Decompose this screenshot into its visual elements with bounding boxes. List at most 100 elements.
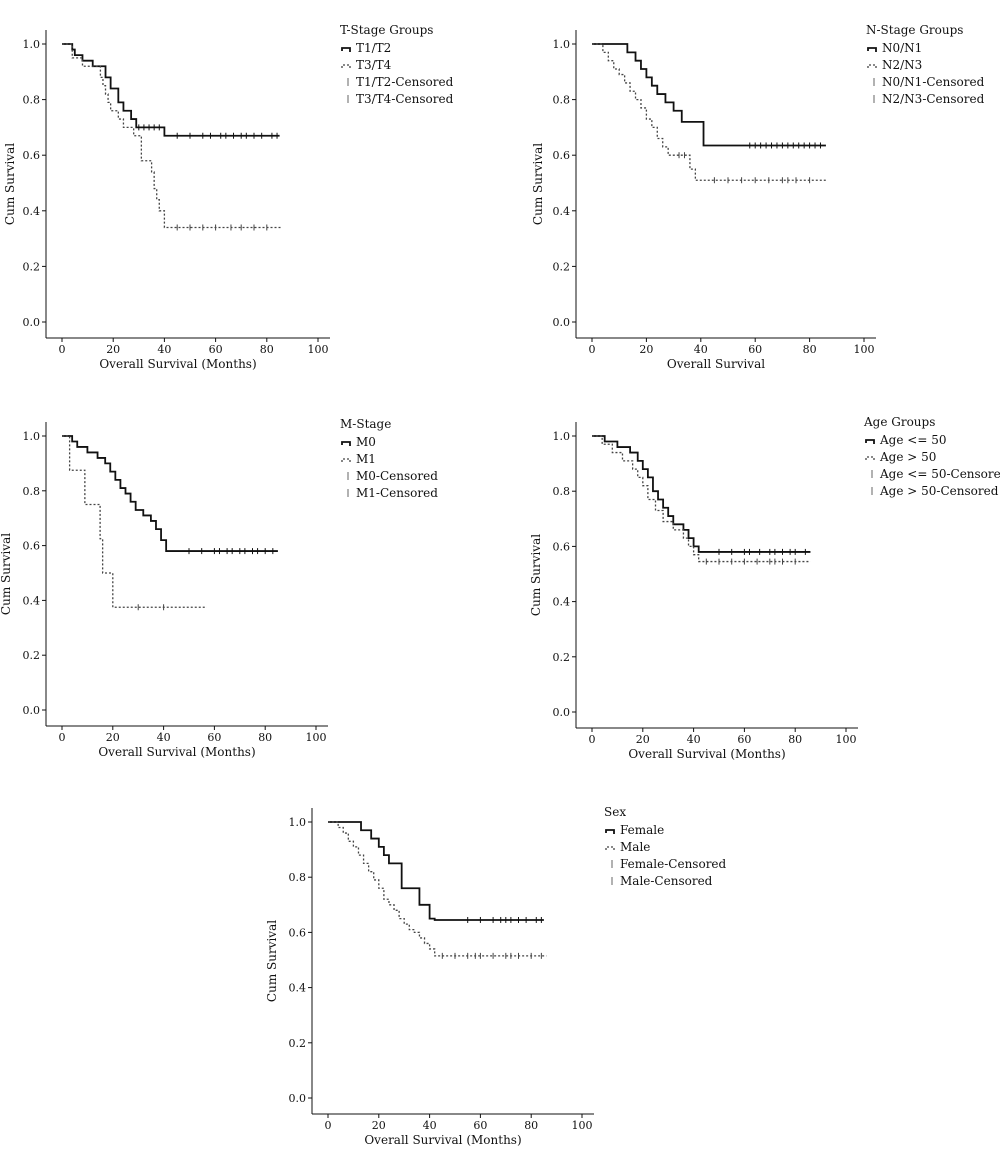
x-axis-label: Overall Survival (Months) <box>364 1133 521 1147</box>
y-tick-label: 0.8 <box>553 485 571 498</box>
survival-curve-2 <box>592 435 811 563</box>
legend-entry: Male <box>620 840 650 854</box>
y-axis-label: Cum Survival <box>529 534 543 616</box>
km-chart-1: 0.0 0.2 0.4 0.6 0.8 1.0 0 20 40 60 80 100 Overall Su… <box>3 23 454 371</box>
legend: Sex Female Male Female-Censored Male-Censore… <box>604 805 727 888</box>
legend-entry: T1/T2 <box>356 41 391 55</box>
y-tick-label: 0.2 <box>553 651 571 664</box>
y-tick-label: 0.6 <box>23 149 41 162</box>
legend-swatch <box>605 846 615 851</box>
legend-entry: Age > 50 <box>879 450 936 464</box>
x-tick-label: 40 <box>157 343 171 356</box>
y-tick-label: 0.4 <box>553 205 571 218</box>
x-tick-label: 40 <box>423 1119 437 1132</box>
x-tick-label: 60 <box>207 731 221 744</box>
legend-swatch <box>341 458 351 463</box>
y-tick-label: 0.4 <box>23 594 41 607</box>
y-tick-label: 0.0 <box>23 704 41 717</box>
legend: M-Stage M0 M1 M0-Censored M1-Censored <box>340 417 438 500</box>
legend-title: Age Groups <box>863 415 935 429</box>
legend-title: N-Stage Groups <box>866 23 963 37</box>
y-tick-label: 0.6 <box>23 540 41 553</box>
x-tick-label: 80 <box>260 343 274 356</box>
x-tick-label: 100 <box>306 731 327 744</box>
legend-entry: M0-Censored <box>356 469 438 483</box>
legend-entry: M1 <box>356 452 376 466</box>
legend-entry: Female <box>620 823 664 837</box>
legend: T-Stage Groups T1/T2 T3/T4 T1/T2-Censored T3… <box>340 23 454 106</box>
legend-entry: N2/N3-Censored <box>882 92 985 106</box>
x-tick-label: 0 <box>59 731 66 744</box>
legend: Age Groups Age <= 50 Age > 50 Age <= 50-Cen… <box>863 415 1000 498</box>
x-tick-label: 60 <box>748 343 762 356</box>
x-tick-label: 0 <box>59 343 66 356</box>
x-tick-label: 0 <box>325 1119 332 1132</box>
km-chart-3: 0.0 0.2 0.4 0.6 0.8 1.0 0 20 40 60 80 100 Overall Su… <box>0 417 438 759</box>
y-tick-label: 0.4 <box>553 596 571 609</box>
y-tick-label: 0.0 <box>23 316 41 329</box>
legend-swatch <box>605 829 615 834</box>
y-tick-label: 0.2 <box>23 260 41 273</box>
x-tick-label: 40 <box>694 343 708 356</box>
y-tick-label: 0.8 <box>553 94 571 107</box>
legend-swatch <box>865 439 875 444</box>
survival-curve-2 <box>592 43 826 181</box>
survival-curve-2 <box>62 43 283 229</box>
y-tick-label: 1.0 <box>553 38 571 51</box>
survival-curve-1 <box>62 435 278 552</box>
x-tick-label: 100 <box>836 733 857 746</box>
x-axis-label: Overall Survival (Months) <box>99 357 256 371</box>
x-tick-label: 80 <box>258 731 272 744</box>
survival-curve-2 <box>328 821 547 957</box>
legend-swatch <box>341 47 351 52</box>
x-axis-label: Overall Survival (Months) <box>628 747 785 761</box>
y-tick-label: 0.6 <box>289 926 307 939</box>
legend-swatch <box>865 456 875 461</box>
y-tick-label: 0.0 <box>553 706 571 719</box>
legend: N-Stage Groups N0/N1 N2/N3 N0/N1-Censored N2… <box>866 23 985 106</box>
x-tick-label: 0 <box>589 733 596 746</box>
survival-curve-1 <box>592 435 811 553</box>
legend-entry: T3/T4-Censored <box>356 92 454 106</box>
x-tick-label: 80 <box>788 733 802 746</box>
y-tick-label: 0.8 <box>23 485 41 498</box>
y-axis-label: Cum Survival <box>0 533 13 615</box>
legend-entry: M1-Censored <box>356 486 438 500</box>
legend-entry: Age > 50-Censored <box>879 484 999 498</box>
y-tick-label: 0.4 <box>23 205 41 218</box>
y-tick-label: 0.2 <box>23 649 41 662</box>
legend-entry: T3/T4 <box>356 58 392 72</box>
x-tick-label: 20 <box>106 343 120 356</box>
survival-curve-1 <box>62 43 280 137</box>
x-tick-label: 100 <box>308 343 329 356</box>
y-tick-label: 0.4 <box>289 982 307 995</box>
km-chart-2: 0.0 0.2 0.4 0.6 0.8 1.0 0 20 40 60 80 100 Overall Su… <box>531 23 985 371</box>
x-tick-label: 60 <box>737 733 751 746</box>
y-tick-label: 0.8 <box>23 94 41 107</box>
survival-curve-1 <box>328 821 544 921</box>
km-chart-5: 0.0 0.2 0.4 0.6 0.8 1.0 0 20 40 60 80 100 Overall Su… <box>265 805 727 1147</box>
legend-entry: Female-Censored <box>620 857 727 871</box>
y-tick-label: 1.0 <box>23 430 41 443</box>
legend-title: Sex <box>604 805 626 819</box>
legend-swatch <box>867 64 877 69</box>
x-axis-label: Overall Survival (Months) <box>98 745 255 759</box>
y-tick-label: 0.2 <box>553 260 571 273</box>
survival-curve-2 <box>62 435 207 608</box>
x-tick-label: 40 <box>687 733 701 746</box>
legend-entry: Age <= 50 <box>879 433 946 447</box>
x-tick-label: 80 <box>803 343 817 356</box>
legend-swatch <box>867 47 877 52</box>
x-tick-label: 20 <box>636 733 650 746</box>
y-tick-label: 0.6 <box>553 149 571 162</box>
y-tick-label: 0.0 <box>553 316 571 329</box>
y-axis-label: Cum Survival <box>3 143 17 225</box>
legend-title: T-Stage Groups <box>340 23 433 37</box>
legend-entry: T1/T2-Censored <box>356 75 454 89</box>
y-tick-label: 1.0 <box>23 38 41 51</box>
x-tick-label: 0 <box>589 343 596 356</box>
y-tick-label: 0.8 <box>289 871 307 884</box>
legend-entry: N2/N3 <box>882 58 922 72</box>
y-tick-label: 0.2 <box>289 1037 307 1050</box>
